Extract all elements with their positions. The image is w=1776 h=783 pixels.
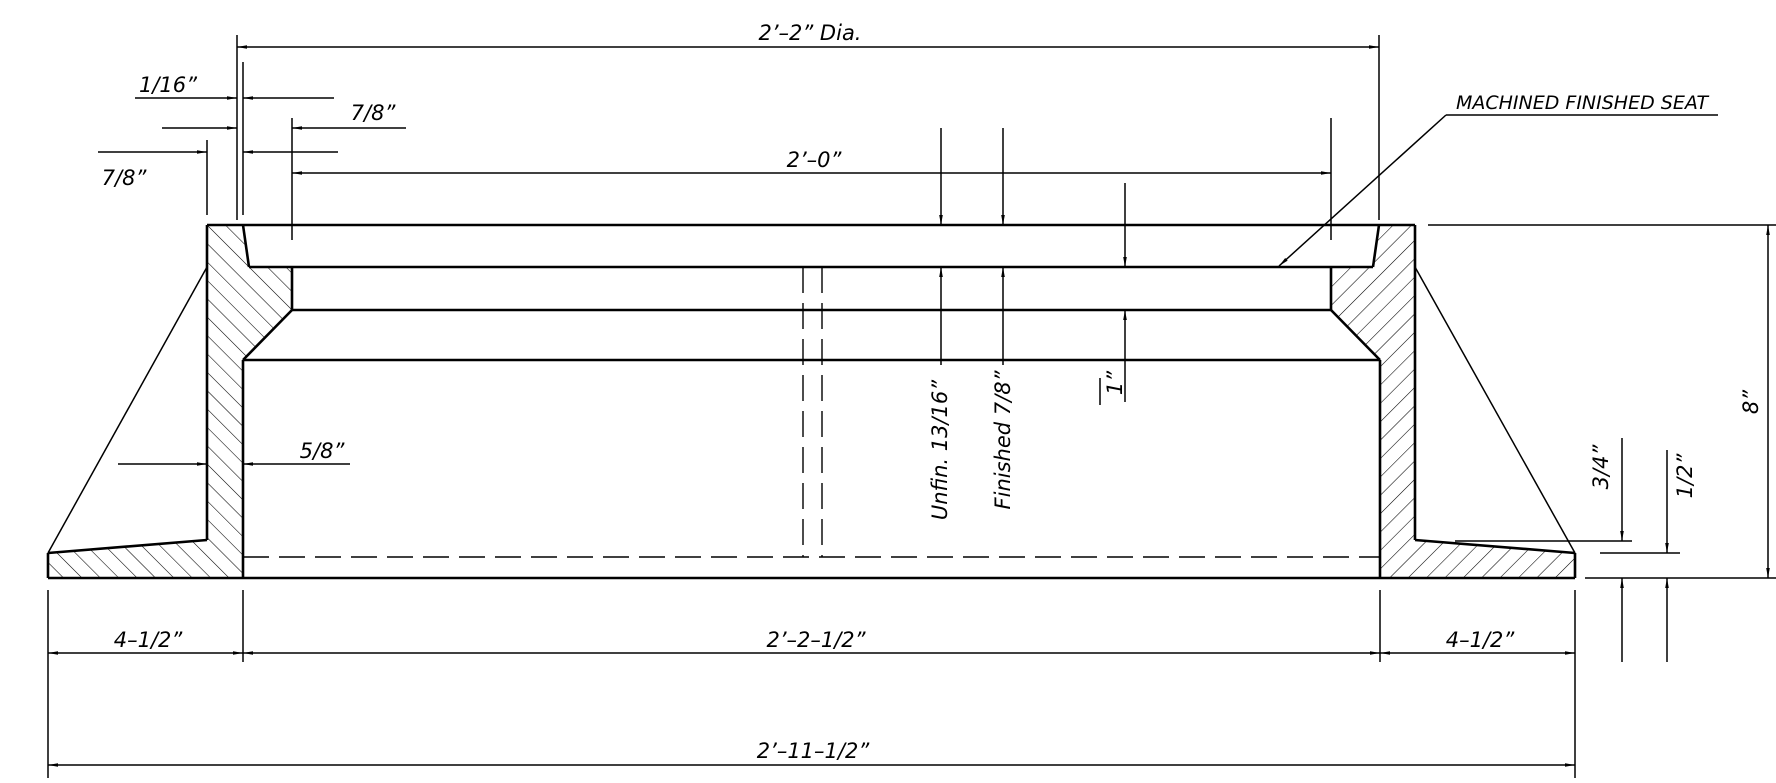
dim-left-top-a: 1/16” xyxy=(139,73,198,97)
dim-height: 8” xyxy=(1739,389,1763,414)
dimension-labels: 2’–2” Dia. 2’–0” 1/16” 7/8” 7/8” 5/8” Un… xyxy=(102,21,1763,763)
dim-flange-step-b: 1/2” xyxy=(1673,453,1697,499)
dim-unfinished-depth: Unfin. 13/16” xyxy=(928,379,952,520)
left-section-hatch xyxy=(48,225,292,578)
dim-left-top-b: 7/8” xyxy=(351,101,397,125)
dim-finished-depth: Finished 7/8” xyxy=(991,369,1015,509)
dim-overall-base: 2’–11–1/2” xyxy=(757,739,871,763)
dim-left-top-c: 7/8” xyxy=(102,166,148,190)
dim-opening: 2’–0” xyxy=(787,148,843,172)
frame-section xyxy=(46,223,1577,580)
right-section-hatch xyxy=(1331,225,1575,578)
dim-left-flange: 4–1/2” xyxy=(114,628,184,652)
dim-wall: 5/8” xyxy=(300,439,346,463)
extension-lines xyxy=(47,35,1776,778)
dim-inner-base: 2’–2–1/2” xyxy=(766,628,866,652)
dimension-lines xyxy=(48,45,1770,767)
dim-top-diameter: 2’–2” Dia. xyxy=(758,21,861,45)
dim-flange-step-a: 3/4” xyxy=(1589,444,1613,490)
dim-right-flange: 4–1/2” xyxy=(1446,628,1516,652)
dim-seat-depth: 1” xyxy=(1103,370,1127,395)
seat-note: MACHINED FINISHED SEAT xyxy=(1456,92,1709,114)
